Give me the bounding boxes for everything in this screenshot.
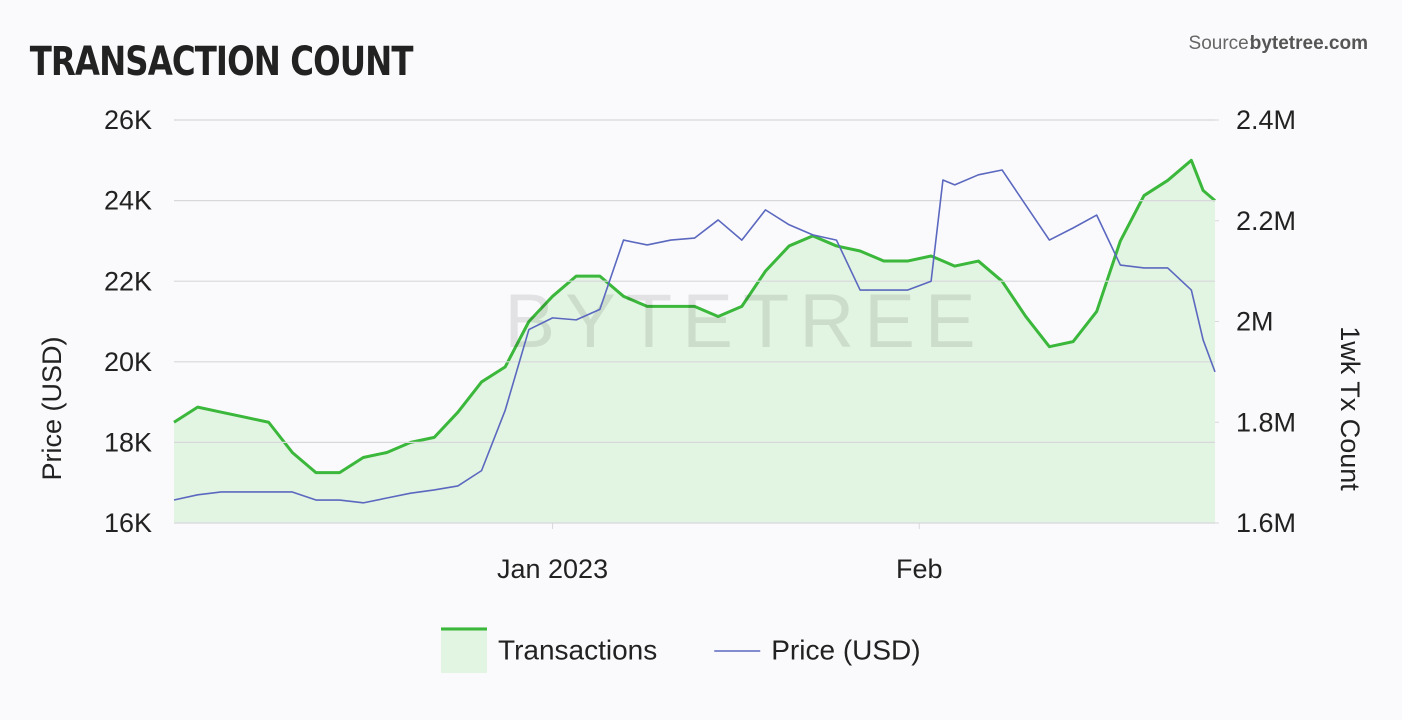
watermark: BYTETREE: [504, 279, 985, 364]
x-tick-label: Jan 2023: [497, 554, 608, 584]
y-tick-label: 26K: [104, 105, 152, 135]
source-name: bytetree.com: [1250, 33, 1368, 54]
y-axis-label: Price (USD): [37, 336, 67, 480]
y2-tick-label: 2.4M: [1236, 105, 1296, 135]
chart-title: TRANSACTION COUNT: [30, 38, 414, 84]
area-line: [173, 158, 1216, 475]
source-prefix: Source:: [1189, 33, 1254, 54]
y2-tick-label: 2M: [1236, 307, 1274, 337]
y-tick-label: 20K: [104, 347, 152, 377]
legend-swatch: [441, 627, 487, 673]
y-tick-label: 24K: [104, 186, 152, 216]
x-tick-label: Feb: [896, 554, 943, 584]
legend-label: Price (USD): [771, 634, 920, 665]
line: [173, 169, 1216, 504]
y-tick-label: 18K: [104, 428, 152, 458]
y2-tick-label: 1.8M: [1236, 407, 1296, 437]
legend-label: Transactions: [498, 634, 657, 665]
y2-axis-label: 1wk Tx Count: [1335, 326, 1365, 491]
y2-tick-label: 1.6M: [1236, 508, 1296, 538]
y-tick-label: 16K: [104, 508, 152, 538]
area: [174, 160, 1215, 524]
y-tick-label: 22K: [104, 266, 152, 296]
y2-tick-label: 2.2M: [1236, 206, 1296, 236]
